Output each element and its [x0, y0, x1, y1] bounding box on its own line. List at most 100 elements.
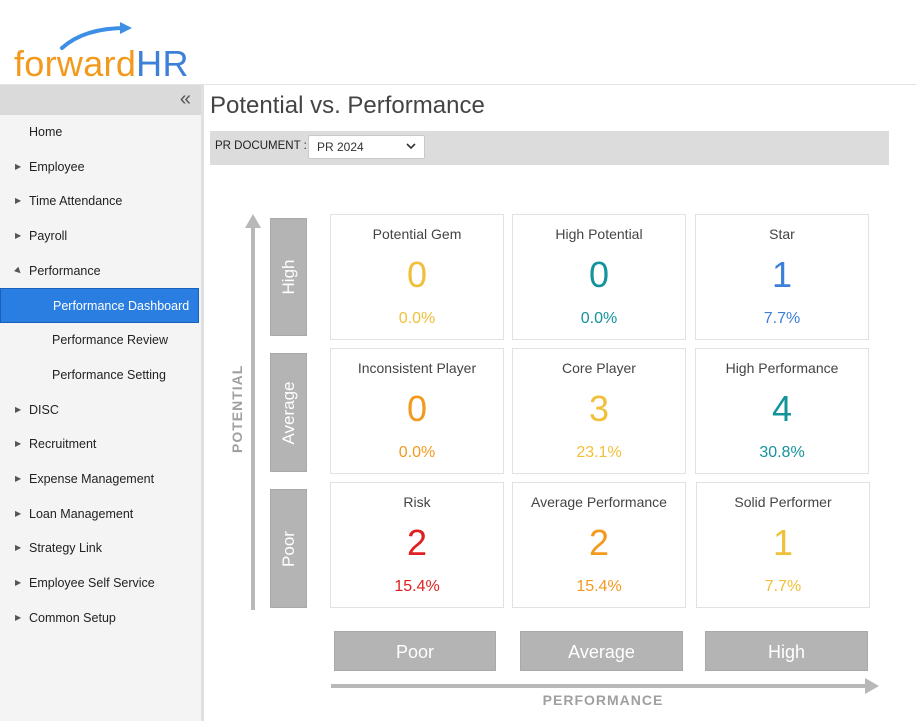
- sidebar-item-common-setup[interactable]: ▶ Common Setup: [0, 601, 201, 636]
- page-title: Potential vs. Performance: [210, 92, 485, 119]
- card-percentage: 15.4%: [576, 578, 622, 595]
- card-percentage: 15.4%: [394, 578, 440, 595]
- card-percentage: 0.0%: [398, 310, 436, 327]
- card-inconsistent-player[interactable]: Inconsistent Player 0 0.0%: [330, 348, 504, 474]
- sidebar-item-performance-dashboard[interactable]: Performance Dashboard: [0, 288, 199, 324]
- sidebar: « Home ▶ Employee ▶ Time Attendance ▶ Payro…: [0, 85, 204, 721]
- card-star[interactable]: Star 1 7.7%: [695, 214, 869, 340]
- card-high-performance[interactable]: High Performance 4 30.8%: [695, 348, 869, 474]
- potential-axis-arrow-icon: [245, 214, 261, 228]
- sidebar-item-employee-self-service[interactable]: ▶ Employee Self Service: [0, 566, 201, 601]
- col-label-average: Average: [520, 631, 683, 671]
- card-title: Inconsistent Player: [357, 360, 477, 376]
- caret-right-icon: ▶: [15, 543, 22, 553]
- card-solid-performer[interactable]: Solid Performer 1 7.7%: [696, 482, 870, 608]
- row-label-text: Poor: [278, 530, 298, 567]
- card-title: High Potential: [555, 226, 643, 242]
- row-label-text: High: [278, 259, 298, 295]
- app-header: forwardHR: [0, 0, 916, 85]
- sidebar-item-label: Employee Self Service: [29, 575, 155, 590]
- card-percentage: 0.0%: [398, 444, 436, 461]
- row-label-poor: Poor: [270, 489, 307, 608]
- card-potential-gem[interactable]: Potential Gem 0 0.0%: [330, 214, 504, 340]
- sidebar-item-label: Payroll: [29, 229, 68, 244]
- sidebar-item-time-attendance[interactable]: ▶ Time Attendance: [0, 184, 201, 219]
- card-count: 2: [588, 522, 610, 563]
- card-count: 2: [406, 522, 428, 563]
- card-average-performance[interactable]: Average Performance 2 15.4%: [512, 482, 686, 608]
- logo-text-hr: HR: [136, 43, 189, 84]
- sidebar-item-label: Strategy Link: [29, 541, 102, 556]
- col-label-poor: Poor: [334, 631, 496, 671]
- card-risk[interactable]: Risk 2 15.4%: [330, 482, 504, 608]
- sidebar-item-employee[interactable]: ▶ Employee: [0, 150, 201, 185]
- sidebar-item-label: Employee: [29, 159, 85, 174]
- card-count: 0: [588, 254, 610, 295]
- row-label-high: High: [270, 218, 307, 336]
- sidebar-item-performance-review[interactable]: Performance Review: [0, 323, 201, 358]
- logo-text: forwardHR: [14, 46, 189, 82]
- potential-axis-label: POTENTIAL: [229, 364, 245, 453]
- sidebar-item-label: Performance Review: [52, 333, 169, 348]
- card-title: Core Player: [562, 360, 636, 376]
- forwardhr-logo[interactable]: forwardHR: [14, 22, 204, 82]
- caret-right-icon: ▶: [15, 473, 22, 483]
- sidebar-item-label: Home: [29, 125, 63, 139]
- pr-document-selected-value: PR 2024: [317, 140, 364, 154]
- card-high-potential[interactable]: High Potential 0 0.0%: [512, 214, 686, 340]
- potential-axis-line: [251, 226, 255, 610]
- card-title: Potential Gem: [372, 226, 462, 242]
- sidebar-item-disc[interactable]: ▶ DISC: [0, 393, 201, 428]
- pr-document-label: PR DOCUMENT :: [215, 140, 307, 152]
- card-core-player[interactable]: Core Player 3 23.1%: [512, 348, 686, 474]
- performance-axis-line: [331, 684, 867, 688]
- sidebar-item-expense-management[interactable]: ▶ Expense Management: [0, 462, 201, 497]
- filter-bar: PR DOCUMENT : PR 2024: [210, 131, 889, 165]
- sidebar-item-label: Loan Management: [29, 506, 134, 521]
- row-label-text: Average: [278, 380, 298, 445]
- row-label-average: Average: [270, 353, 307, 472]
- card-percentage: 30.8%: [759, 444, 805, 461]
- card-percentage: 7.7%: [764, 578, 802, 595]
- card-count: 1: [771, 254, 793, 295]
- sidebar-item-payroll[interactable]: ▶ Payroll: [0, 219, 201, 254]
- card-count: 0: [406, 254, 428, 295]
- card-count: 4: [771, 388, 793, 429]
- sidebar-item-recruitment[interactable]: ▶ Recruitment: [0, 427, 201, 462]
- performance-axis-arrow-icon: [865, 678, 879, 694]
- chevron-down-icon: [405, 136, 417, 166]
- sidebar-toolbar: «: [0, 85, 201, 115]
- card-title: Star: [769, 226, 795, 242]
- card-percentage: 7.7%: [763, 310, 801, 327]
- card-count: 3: [588, 388, 610, 429]
- caret-right-icon: ▶: [15, 439, 22, 449]
- sidebar-item-label: Performance: [29, 263, 101, 278]
- card-percentage: 0.0%: [580, 310, 618, 327]
- caret-right-icon: ▶: [15, 508, 22, 518]
- card-count: 0: [406, 388, 428, 429]
- caret-right-icon: ▶: [15, 196, 22, 206]
- card-title: Risk: [403, 494, 431, 510]
- caret-right-icon: ▶: [15, 161, 22, 171]
- sidebar-item-label: Performance Dashboard: [53, 299, 190, 314]
- caret-right-icon: ▶: [15, 577, 22, 587]
- collapse-sidebar-icon[interactable]: «: [179, 88, 191, 110]
- sidebar-item-label: DISC: [29, 402, 59, 417]
- card-percentage: 23.1%: [576, 444, 622, 461]
- sidebar-item-label: Common Setup: [29, 610, 116, 625]
- caret-right-icon: ▶: [15, 404, 22, 414]
- sidebar-item-strategy-link[interactable]: ▶ Strategy Link: [0, 531, 201, 566]
- sidebar-item-performance[interactable]: ▶ Performance: [0, 254, 201, 289]
- card-title: Solid Performer: [734, 494, 832, 510]
- sidebar-item-home[interactable]: Home: [0, 115, 201, 150]
- sidebar-item-loan-management[interactable]: ▶ Loan Management: [0, 497, 201, 532]
- caret-right-icon: ▶: [15, 231, 22, 241]
- pr-document-select[interactable]: PR 2024: [308, 135, 425, 159]
- card-title: Average Performance: [531, 494, 667, 510]
- card-title: High Performance: [725, 360, 839, 376]
- sidebar-item-label: Time Attendance: [29, 194, 123, 209]
- performance-axis-label: PERFORMANCE: [542, 692, 664, 708]
- logo-text-forward: forward: [14, 43, 137, 84]
- logo-arrow-icon: [60, 22, 132, 50]
- sidebar-item-performance-setting[interactable]: Performance Setting: [0, 358, 201, 393]
